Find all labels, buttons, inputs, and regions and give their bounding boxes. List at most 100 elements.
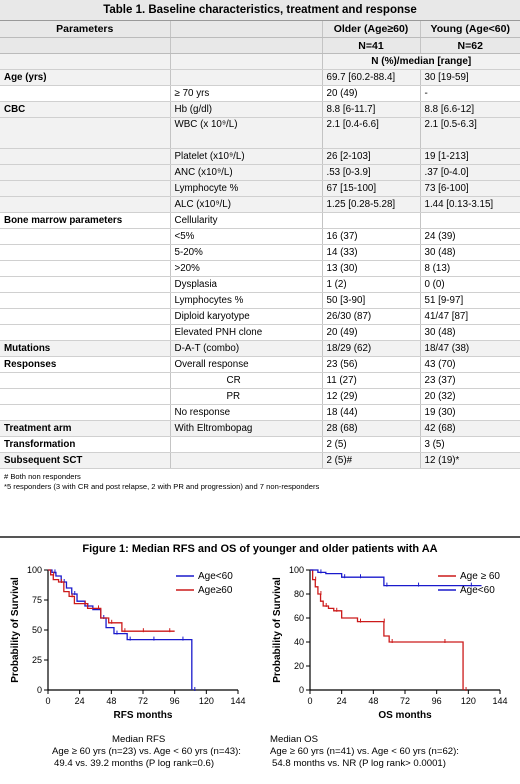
row-subparameter: No response <box>169 404 322 421</box>
series-line-a <box>310 569 464 690</box>
x-tick-label: 120 <box>461 696 476 706</box>
row-subparameter: PR <box>169 388 322 405</box>
y-tick-label: 80 <box>294 589 304 599</box>
row-subparameter: Cellularity <box>169 212 322 229</box>
row-parameter <box>0 164 170 181</box>
row-older-value: 1 (2) <box>321 276 420 293</box>
y-tick-label: 20 <box>294 661 304 671</box>
row-young-value: .37 [0-4.0] <box>419 164 520 181</box>
table-title: Table 1. Baseline characteristics, treat… <box>0 0 520 21</box>
y-tick-label: 25 <box>32 655 42 665</box>
header-empty <box>169 21 322 38</box>
row-parameter <box>0 308 170 325</box>
table-row: Mutations D-A-T (combo) 18/29 (62) 18/47 (3… <box>0 340 520 357</box>
header-empty-2 <box>169 37 322 54</box>
table-row: >20% 13 (30) 8 (13) <box>0 260 520 277</box>
y-tick-label: 0 <box>37 685 42 695</box>
row-older-value: 14 (33) <box>321 244 420 261</box>
table-row: WBC (x 10⁹/L) 2.1 [0.4-6.6] 2.1 [0.5-6.3] <box>0 117 520 149</box>
legend-label: Age<60 <box>198 571 233 582</box>
table-row: Platelet (x10⁹/L) 26 [2-103] 19 [1-213] <box>0 148 520 165</box>
row-young-value: 19 [1-213] <box>419 148 520 165</box>
row-subparameter <box>169 436 322 453</box>
row-young-value: 41/47 [87] <box>419 308 520 325</box>
row-parameter: Mutations <box>0 340 170 357</box>
row-older-value: 69.7 [60.2-88.4] <box>321 69 420 86</box>
rfs-chart-svg: 0 25 50 75 100 0 24 48 72 96 120 144 RFS months Proba… <box>10 565 246 721</box>
row-older-value: .53 [0-3.9] <box>321 164 420 181</box>
row-young-value: 43 (70) <box>419 356 520 373</box>
row-parameter <box>0 85 170 102</box>
row-subparameter: ALC (x10⁹/L) <box>169 196 322 213</box>
x-tick-label: 24 <box>75 696 85 706</box>
row-young-value: 51 [9-97] <box>419 292 520 309</box>
row-subparameter: Elevated PNH clone <box>169 324 322 341</box>
os-chart-svg: 0 20 40 60 80 100 0 24 48 72 96 120 144 OS months Prob… <box>272 565 508 721</box>
x-axis-label: OS months <box>378 710 432 721</box>
row-parameter: Age (yrs) <box>0 69 170 86</box>
row-young-value: 30 (48) <box>419 244 520 261</box>
table-row: Age (yrs) 69.7 [60.2-88.4] 30 [19-59] <box>0 69 520 86</box>
row-parameter: CBC <box>0 101 170 118</box>
table-row: Lymphocytes % 50 [3-90] 51 [9-97] <box>0 292 520 309</box>
row-subparameter: <5% <box>169 228 322 245</box>
x-tick-label: 72 <box>138 696 148 706</box>
x-tick-label: 48 <box>368 696 378 706</box>
row-young-value: 18/47 (38) <box>419 340 520 357</box>
legend-label: Age ≥ 60 <box>460 571 500 582</box>
row-parameter <box>0 292 170 309</box>
x-tick-label: 144 <box>230 696 245 706</box>
y-tick-label: 100 <box>27 565 42 575</box>
table-row: ALC (x10⁹/L) 1.25 [0.28-5.28] 1.44 [0.13-3… <box>0 196 520 213</box>
y-tick-label: 0 <box>299 685 304 695</box>
caption-os-line1: Age ≥ 60 yrs (n=41) vs. Age < 60 yrs (n=… <box>270 746 459 757</box>
row-parameter <box>0 260 170 277</box>
subheader-units: N (%)/median [range] <box>321 53 520 70</box>
row-young-value: 20 (32) <box>419 388 520 405</box>
row-young-value: 30 (48) <box>419 324 520 341</box>
table-row: CR 11 (27) 23 (37) <box>0 372 520 389</box>
table-row: ≥ 70 yrs 20 (49) - <box>0 85 520 102</box>
row-parameter: Subsequent SCT <box>0 452 170 469</box>
header-older-label: Older (Age≥60) <box>333 23 409 35</box>
legend-label: Age<60 <box>460 585 495 596</box>
row-subparameter: WBC (x 10⁹/L) <box>169 117 322 149</box>
row-subparameter: D-A-T (combo) <box>169 340 322 357</box>
rfs-chart: 0 25 50 75 100 0 24 48 72 96 120 144 RFS months Proba… <box>0 560 260 730</box>
header-young-label: Young (Age<60) <box>430 23 510 35</box>
row-young-value: 24 (39) <box>419 228 520 245</box>
row-subparameter <box>169 452 322 469</box>
table-row: Transformation 2 (5) 3 (5) <box>0 436 520 453</box>
x-tick-label: 0 <box>45 696 50 706</box>
y-axis-label: Probability of Survival <box>10 577 21 683</box>
row-subparameter: >20% <box>169 260 322 277</box>
header-empty-1 <box>0 37 170 54</box>
row-young-value: 8.8 [6.6-12] <box>419 101 520 118</box>
row-subparameter: Lymphocytes % <box>169 292 322 309</box>
row-older-value: 18/29 (62) <box>321 340 420 357</box>
row-subparameter: Overall response <box>169 356 322 373</box>
row-older-value: 1.25 [0.28-5.28] <box>321 196 420 213</box>
x-tick-label: 24 <box>337 696 347 706</box>
row-young-value: 23 (37) <box>419 372 520 389</box>
legend-label: Age≥60 <box>198 585 233 596</box>
x-tick-label: 72 <box>400 696 410 706</box>
x-tick-label: 48 <box>106 696 116 706</box>
row-young-value: - <box>419 85 520 102</box>
row-parameter <box>0 244 170 261</box>
row-subparameter <box>169 69 322 86</box>
row-parameter: Treatment arm <box>0 420 170 437</box>
row-older-value: 20 (49) <box>321 324 420 341</box>
row-older-value: 28 (68) <box>321 420 420 437</box>
row-parameter <box>0 228 170 245</box>
row-older-value: 12 (29) <box>321 388 420 405</box>
header-older: Older (Age≥60) <box>321 21 420 38</box>
row-young-value: 30 [19-59] <box>419 69 520 86</box>
table-row: Diploid karyotype 26/30 (87) 41/47 [87] <box>0 308 520 325</box>
table-row: <5% 16 (37) 24 (39) <box>0 228 520 245</box>
subheader-empty-1 <box>0 53 170 70</box>
row-subparameter: With Eltrombopag <box>169 420 322 437</box>
table-row: CBC Hb (g/dl) 8.8 [6-11.7] 8.8 [6.6-12] <box>0 101 520 118</box>
caption-rfs-detail: Age ≥ 60 yrs (n=23) vs. Age < 60 yrs (n=… <box>52 746 241 770</box>
caption-os: Median OS Age ≥ 60 yrs (n=41) vs. Age < … <box>270 734 459 770</box>
